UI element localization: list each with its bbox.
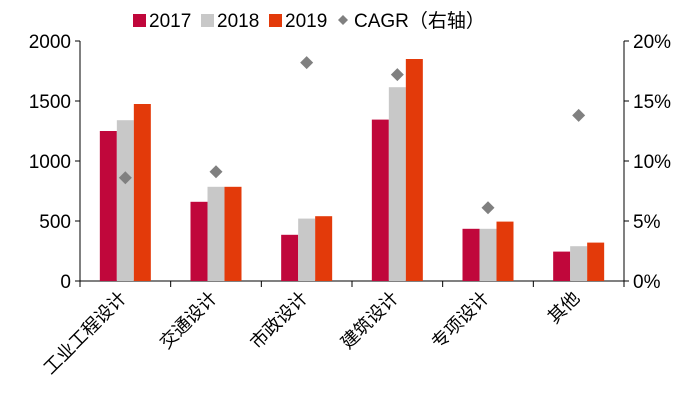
cagr-marker xyxy=(572,108,586,122)
bar-2017 xyxy=(99,131,117,281)
bar-2019 xyxy=(496,221,514,281)
y-tick-label: 1000 xyxy=(29,152,71,173)
y-tick-label: 0 xyxy=(60,272,71,293)
bar-2018 xyxy=(388,87,406,281)
bar-2019 xyxy=(224,186,242,281)
cagr-marker xyxy=(300,56,314,70)
category-label: 工业工程设计 xyxy=(40,288,131,379)
cagr-marker xyxy=(209,165,223,179)
cagr-markers xyxy=(118,56,586,215)
y-tick-label: 500 xyxy=(39,212,71,233)
legend-swatch xyxy=(269,14,282,27)
bar-2018 xyxy=(479,228,497,281)
legend-swatch xyxy=(201,14,214,27)
cagr-marker xyxy=(481,201,495,215)
bar-2017 xyxy=(462,228,480,281)
bar-2018 xyxy=(116,120,134,281)
legend-label: 2018 xyxy=(217,11,259,32)
legend-swatch xyxy=(133,14,146,27)
y-tick-label: 1500 xyxy=(29,92,71,113)
bar-2017 xyxy=(281,234,299,281)
y-tick-label: 2000 xyxy=(29,32,71,53)
cagr-marker xyxy=(390,68,404,82)
bar-2019 xyxy=(315,216,333,281)
legend-label: 2019 xyxy=(285,11,327,32)
bar-2017 xyxy=(190,201,208,281)
y2-tick-label: 10% xyxy=(633,152,671,173)
category-label: 其他 xyxy=(544,288,584,328)
legend-label: CAGR（右轴） xyxy=(354,10,485,32)
legend-swatch xyxy=(338,15,348,25)
legend: 2017 2018 2019 CAGR（右轴） xyxy=(133,10,485,32)
category-label: 建筑设计 xyxy=(337,288,402,353)
axes: 0 500 1000 1500 2000 0% 5% 10% 15% 20% xyxy=(29,32,671,293)
bar-2018 xyxy=(298,218,316,281)
bar-2018 xyxy=(207,186,225,281)
y2-tick-label: 15% xyxy=(633,92,671,113)
y2-tick-label: 5% xyxy=(633,212,661,233)
y2-tick-label: 0% xyxy=(633,272,661,293)
y2-tick-label: 20% xyxy=(633,32,671,53)
category-label: 专项设计 xyxy=(428,288,493,353)
bar-2018 xyxy=(570,246,588,281)
bar-2019 xyxy=(587,242,605,281)
bar-2017 xyxy=(371,119,389,281)
category-label: 交通设计 xyxy=(156,288,221,353)
bar-2017 xyxy=(553,251,571,281)
legend-label: 2017 xyxy=(149,11,191,32)
category-labels: 工业工程设计 交通设计 市政设计 建筑设计 专项设计 其他 xyxy=(40,288,584,379)
bar-2019 xyxy=(133,104,151,281)
bars xyxy=(99,59,605,281)
cagr-marker xyxy=(118,171,132,185)
bar-2019 xyxy=(405,59,423,281)
category-label: 市政设计 xyxy=(246,288,311,353)
